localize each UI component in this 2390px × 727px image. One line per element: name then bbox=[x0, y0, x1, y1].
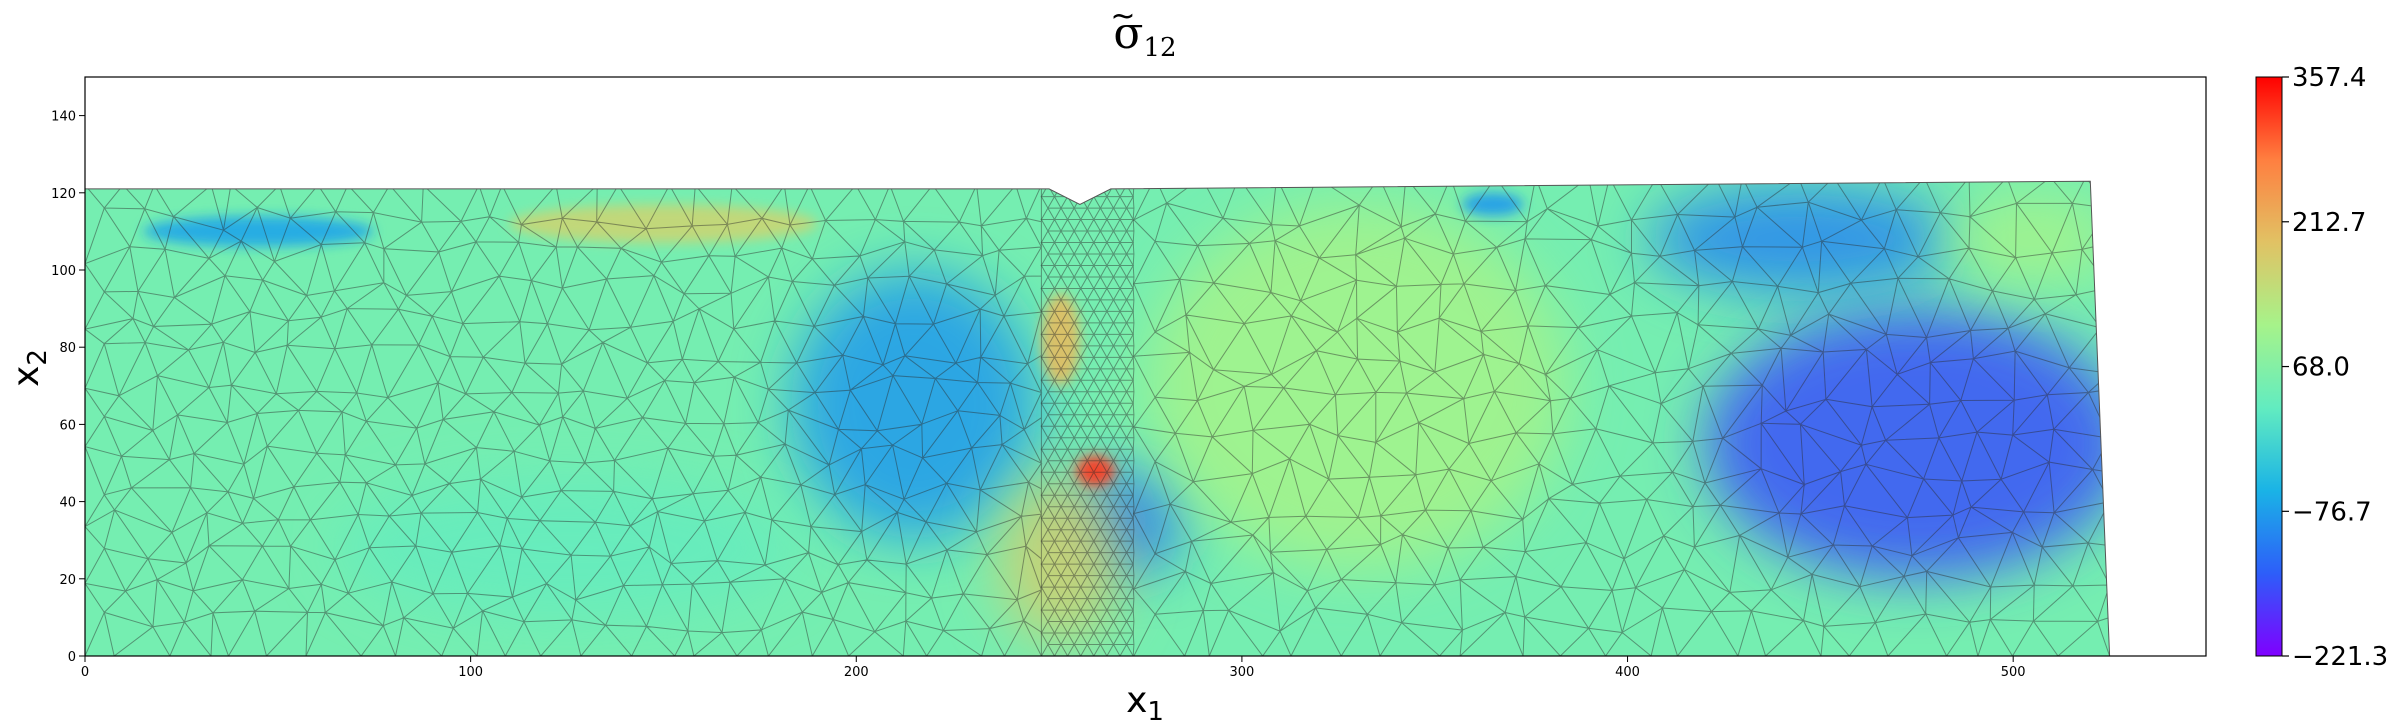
colorbar-tick-label: −76.7 bbox=[2292, 497, 2372, 527]
field-region-0 bbox=[1704, 308, 2110, 579]
x-tick-label: 100 bbox=[458, 665, 483, 680]
domain-outline bbox=[85, 180, 2111, 656]
y-tick-label: 140 bbox=[51, 110, 76, 125]
mesh-left-region bbox=[85, 183, 1043, 656]
plot-area: 0 100 200 300 400 500 0 20 40 60 80 100 120 140 bbox=[51, 76, 2207, 680]
mesh-refined-band bbox=[1040, 184, 1135, 656]
x-axis-label: x1 bbox=[1126, 680, 1164, 727]
title-symbol: σ bbox=[1113, 8, 1143, 59]
x-tick-label: 400 bbox=[1615, 665, 1640, 680]
y-tick-label: 60 bbox=[59, 418, 76, 433]
title-subscript: 12 bbox=[1143, 33, 1176, 63]
field-region-8 bbox=[1041, 293, 1080, 386]
field-region-11 bbox=[1947, 192, 2110, 286]
y-tick-label: 80 bbox=[59, 341, 76, 356]
mesh-right-region bbox=[1132, 181, 2110, 656]
x-tick-label: 0 bbox=[81, 665, 89, 680]
colorbar-tick-label: 212.7 bbox=[2292, 208, 2366, 238]
title-tilde: ~ bbox=[1110, 0, 1135, 34]
stress-field bbox=[142, 185, 2110, 645]
x-axis-ticks: 0 100 200 300 400 500 bbox=[81, 656, 2026, 680]
y-axis-ticks: 0 20 40 60 80 100 120 140 bbox=[51, 110, 85, 665]
x-tick-label: 500 bbox=[2001, 665, 2026, 680]
field-region-12 bbox=[1461, 192, 1524, 216]
field-region-9 bbox=[509, 204, 818, 243]
field-region-4 bbox=[335, 478, 799, 618]
y-tick-label: 120 bbox=[51, 187, 76, 202]
colorbar-ticks: 357.4 212.7 68.0 −76.7 −221.3 bbox=[2282, 63, 2388, 672]
field-region-2 bbox=[790, 270, 1038, 541]
y-tick-label: 20 bbox=[59, 573, 76, 588]
y-axis-label: x2 bbox=[6, 349, 53, 387]
triangle-mesh bbox=[85, 181, 2110, 656]
x-tick-label: 200 bbox=[844, 665, 869, 680]
x-tick-label: 300 bbox=[1229, 665, 1254, 680]
colorbar-gradient bbox=[2255, 76, 2283, 657]
y-tick-label: 100 bbox=[51, 264, 76, 279]
field-region-1 bbox=[1646, 185, 1956, 294]
colorbar-tick-label: −221.3 bbox=[2292, 642, 2388, 672]
colorbar-tick-label: 357.4 bbox=[2292, 63, 2366, 93]
y-tick-label: 0 bbox=[68, 650, 76, 665]
colorbar-tick-label: 68.0 bbox=[2292, 353, 2350, 383]
chart-title: σ12 bbox=[1113, 8, 1176, 63]
field-region-7 bbox=[1076, 455, 1115, 487]
y-tick-label: 40 bbox=[59, 496, 76, 511]
field-region-5 bbox=[1145, 200, 1570, 572]
field-region-6 bbox=[998, 474, 1123, 645]
field-region-10 bbox=[142, 215, 375, 247]
plot-frame bbox=[84, 76, 2207, 657]
colorbar: 357.4 212.7 68.0 −76.7 −221.3 bbox=[2255, 63, 2388, 672]
